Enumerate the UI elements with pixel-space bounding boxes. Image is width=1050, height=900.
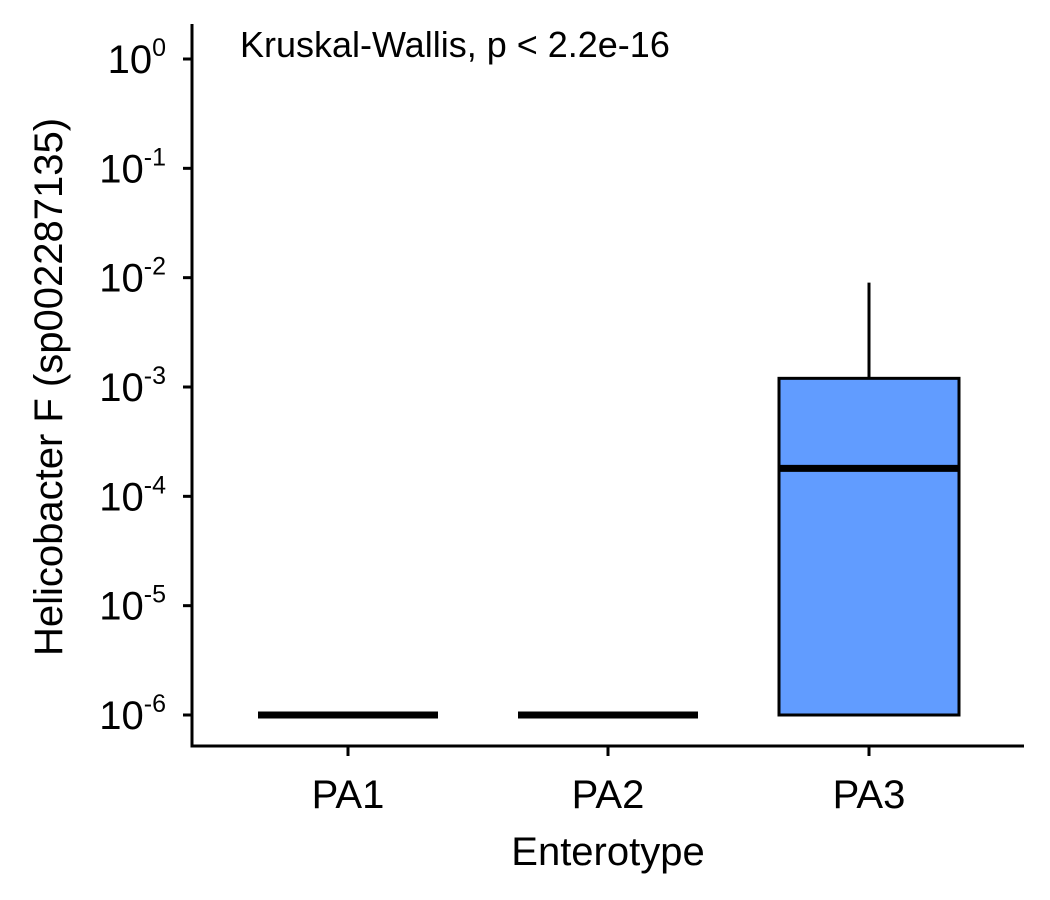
y-tick-label: 100: [108, 34, 166, 82]
x-tick-label: PA1: [312, 773, 385, 817]
y-tick-label: 10-2: [99, 253, 166, 301]
boxes: [258, 282, 961, 719]
x-tick-label: PA3: [833, 773, 906, 817]
y-tick-label: 10-1: [99, 143, 166, 191]
y-axis-title: Helicobacter F (sp002287135): [27, 118, 71, 656]
x-axis-ticks: PA1 PA2 PA3: [312, 746, 906, 817]
y-tick-label: 10-4: [99, 471, 166, 519]
y-tick-label: 10-3: [99, 362, 166, 410]
box-body: [777, 376, 961, 717]
x-axis-title: Enterotype: [511, 830, 704, 874]
box-pa3: [777, 282, 961, 717]
chart-annotation: Kruskal-Wallis, p < 2.2e-16: [240, 24, 670, 65]
y-tick-label: 10-5: [99, 581, 166, 629]
x-tick-label: PA2: [572, 773, 645, 817]
y-tick-label: 10-6: [99, 690, 166, 738]
y-axis-ticks: 10-6 10-5 10-4 10-3 10-2 10-1 100: [99, 34, 192, 738]
